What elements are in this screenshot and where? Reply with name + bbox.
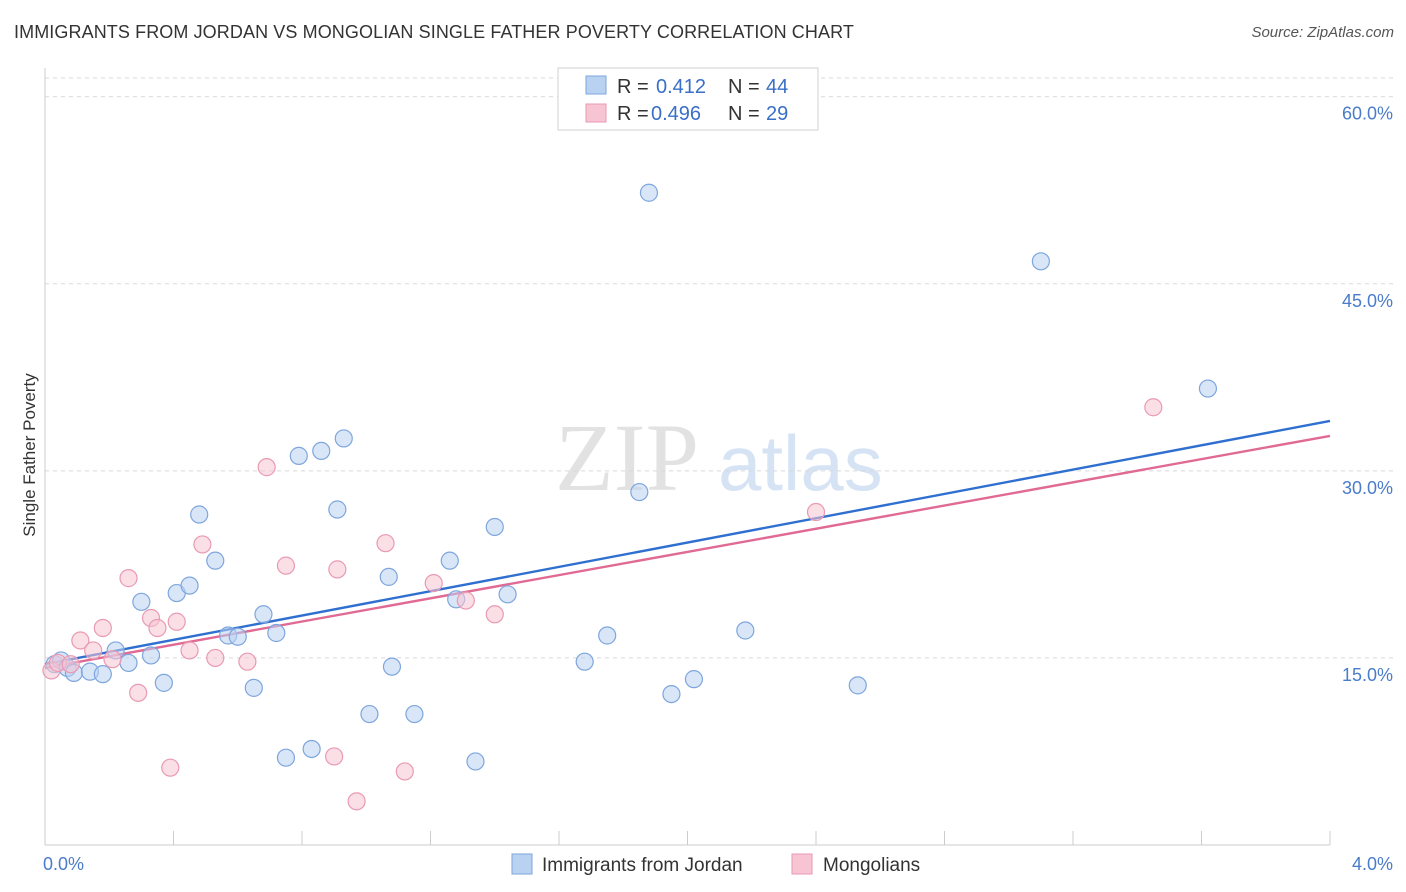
point-blue-18 [254,605,273,624]
point-pink-22 [376,534,395,553]
legend-n-label-2: N = [728,103,760,125]
legend-r-label-1: R = [617,76,649,98]
point-pink-18 [276,556,296,575]
point-pink-6 [103,650,122,669]
point-pink-4 [84,641,103,660]
point-blue-33 [485,517,504,537]
legend-n-value-2: 29 [766,103,788,125]
legend-r-value-2: 0.496 [651,103,701,125]
y-axis-label: Single Father Poverty [20,373,39,537]
point-blue-16 [228,627,247,646]
point-blue-42 [848,676,867,695]
series-label-mongolians: Mongolians [823,855,920,876]
point-blue-22 [302,739,321,759]
point-blue-9 [141,646,161,665]
series-swatch-blue [511,853,533,875]
point-blue-34 [498,585,517,604]
point-blue-41 [736,621,755,640]
point-blue-24 [328,500,347,519]
axes [44,68,1331,846]
point-pink-7 [119,569,138,588]
point-blue-14 [206,551,225,570]
data-points [42,183,1218,811]
trend-lines [44,419,1331,670]
point-blue-25 [334,429,353,448]
point-pink-25 [456,591,475,610]
legend-swatch-pink [585,103,607,123]
point-blue-36 [598,626,617,645]
legend-r-label-2: R = [617,103,649,125]
point-pink-15 [206,648,225,668]
point-pink-19 [325,747,344,766]
x-tick-labels: 0.0% 4.0% [43,854,1393,874]
series-swatch-pink [791,853,813,875]
y-tick-label-2: 45.0% [1342,291,1393,311]
y-tick-label-3: 60.0% [1342,104,1393,124]
point-blue-17 [244,678,263,697]
point-pink-16 [238,652,257,671]
point-pink-11 [161,758,180,777]
point-blue-37 [630,482,649,502]
point-blue-5 [93,665,112,684]
point-blue-39 [662,684,681,704]
legend-r-value-1: 0.412 [656,76,706,98]
point-pink-8 [129,683,148,702]
point-blue-28 [382,657,402,676]
point-blue-43 [1031,252,1050,271]
point-pink-3 [71,631,90,650]
point-pink-28 [1144,398,1163,417]
y-tick-label-1: 30.0% [1342,478,1393,498]
point-pink-21 [347,792,366,811]
source-credit: Source: ZipAtlas.com [1251,24,1394,41]
point-blue-20 [276,748,296,767]
point-pink-5 [93,618,112,638]
trend-line-blue [44,419,1331,666]
point-pink-24 [424,573,443,593]
point-blue-40 [684,670,704,689]
point-pink-23 [395,762,414,781]
legend-n-value-1: 44 [766,76,788,98]
point-blue-29 [405,704,424,724]
watermark-zip: ZIP [555,404,699,511]
point-pink-26 [485,605,504,624]
point-pink-2 [61,655,80,674]
y-tick-label-0: 15.0% [1342,665,1393,685]
legend-swatch-blue [585,75,607,95]
point-blue-23 [312,441,331,460]
point-blue-26 [360,704,379,724]
point-pink-13 [180,641,199,660]
watermark-atlas: atlas [718,419,883,507]
chart-title: IMMIGRANTS FROM JORDAN VS MONGOLIAN SING… [14,22,854,42]
point-blue-12 [180,576,199,595]
x-tick-label-0: 0.0% [43,854,84,874]
point-blue-21 [289,446,308,465]
point-blue-13 [190,505,209,524]
y-tick-labels: 15.0% 30.0% 45.0% 60.0% [1342,104,1393,685]
x-tick-label-1: 4.0% [1352,854,1393,874]
point-blue-32 [466,752,485,771]
point-blue-19 [267,623,286,643]
point-blue-30 [440,551,459,570]
point-blue-44 [1198,379,1218,398]
point-pink-17 [257,458,276,477]
point-blue-35 [575,652,594,671]
point-blue-10 [154,673,173,692]
series-legend: Immigrants from Jordan Mongolians [511,853,920,876]
legend-n-label-1: N = [728,76,760,98]
point-blue-38 [639,183,659,202]
point-pink-10 [148,618,167,638]
point-pink-14 [193,535,212,554]
point-pink-27 [806,502,826,522]
point-pink-12 [167,612,186,631]
point-blue-8 [132,592,151,611]
trend-line-pink [44,434,1331,670]
correlation-legend: R = 0.412 N = 44 R = 0.496 N = 29 [557,67,819,131]
point-pink-20 [328,560,347,579]
series-label-jordan: Immigrants from Jordan [542,855,743,876]
grid-lines [45,77,1393,659]
point-blue-27 [379,567,398,586]
point-blue-7 [119,653,138,673]
